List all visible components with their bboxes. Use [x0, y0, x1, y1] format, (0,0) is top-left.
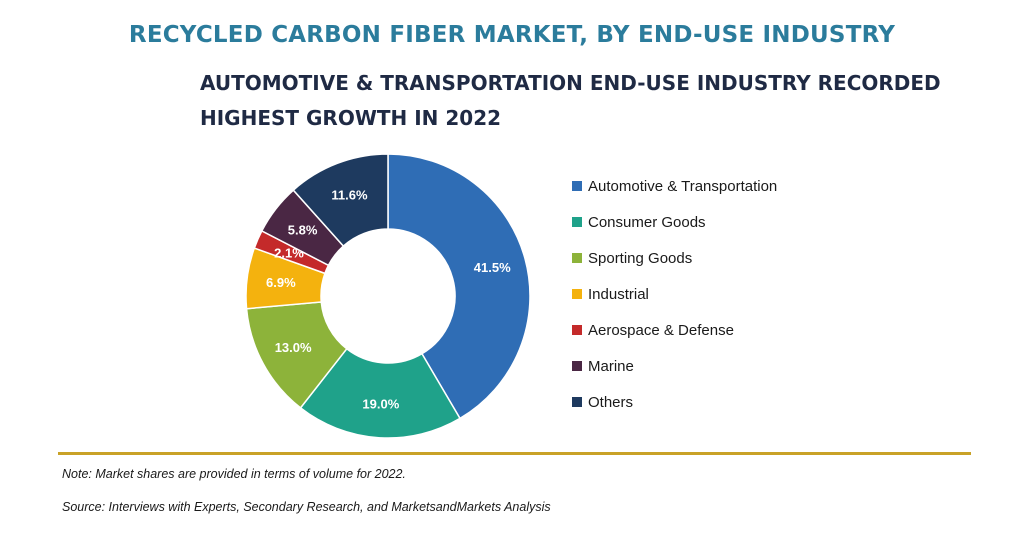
legend-swatch — [572, 361, 582, 371]
legend-label: Automotive & Transportation — [588, 177, 778, 195]
slice-label-automotive-and-transportation: 41.5% — [474, 260, 511, 275]
slice-automotive-and-transportation — [387, 153, 531, 420]
slice-label-consumer-goods: 19.0% — [362, 396, 399, 411]
legend-label: Sporting Goods — [588, 249, 693, 267]
footer-note: Note: Market shares are provided in term… — [62, 467, 406, 481]
legend-item-aerospace-and-defense: Aerospace & Defense — [572, 312, 777, 348]
legend-label: Industrial — [588, 285, 649, 303]
chart-title: RECYCLED CARBON FIBER MARKET, BY END-USE… — [128, 22, 896, 48]
donut-chart: 41.5%19.0%13.0%6.9%2.1%5.8%11.6% — [245, 153, 531, 439]
legend-label: Aerospace & Defense — [588, 321, 734, 339]
footer-divider — [58, 452, 971, 455]
legend-item-automotive-and-transportation: Automotive & Transportation — [572, 168, 777, 204]
legend-item-consumer-goods: Consumer Goods — [572, 204, 777, 240]
chart-legend: Automotive & Transportation Consumer Good… — [572, 168, 777, 420]
chart-subtitle: AUTOMOTIVE & TRANSPORTATION END-USE INDU… — [200, 71, 941, 130]
slice-label-sporting-goods: 13.0% — [275, 340, 312, 355]
legend-item-sporting-goods: Sporting Goods — [572, 240, 777, 276]
legend-label: Others — [588, 393, 634, 411]
slice-consumer-goods — [299, 347, 461, 439]
footer-source: Source: Interviews with Experts, Seconda… — [62, 500, 551, 514]
legend-swatch — [572, 217, 582, 227]
slice-label-industrial: 6.9% — [266, 275, 296, 290]
legend-swatch — [572, 397, 582, 407]
legend-item-industrial: Industrial — [572, 276, 777, 312]
legend-swatch — [572, 181, 582, 191]
legend-item-marine: Marine — [572, 348, 777, 384]
slice-others — [292, 153, 389, 248]
slice-label-others: 11.6% — [331, 188, 368, 203]
slice-label-marine: 5.8% — [288, 222, 318, 237]
legend-label: Marine — [588, 357, 634, 375]
legend-label: Consumer Goods — [588, 213, 706, 231]
legend-swatch — [572, 289, 582, 299]
legend-swatch — [572, 325, 582, 335]
legend-swatch — [572, 253, 582, 263]
legend-item-others: Others — [572, 384, 777, 420]
